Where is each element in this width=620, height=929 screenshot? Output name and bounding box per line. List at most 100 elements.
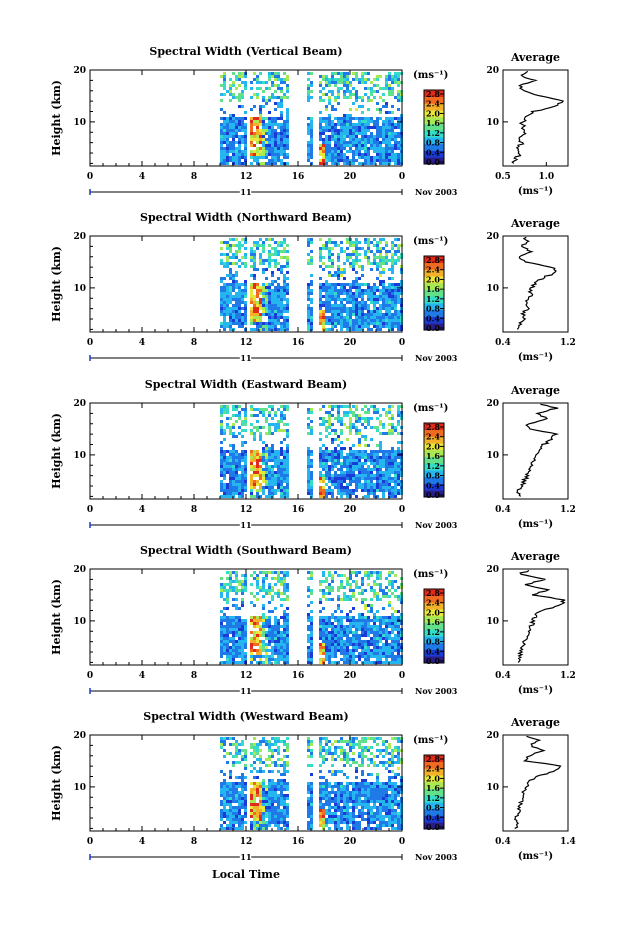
heatmap-cell — [271, 316, 274, 319]
heatmap-cell — [262, 304, 265, 307]
heatmap-cell — [376, 468, 379, 471]
heatmap-cell — [262, 81, 265, 84]
heatmap-cell — [277, 471, 280, 474]
heatmap-cell — [268, 658, 271, 661]
heatmap-cell — [364, 405, 367, 408]
colorbar-tick-label: 2.4 — [426, 265, 440, 275]
heatmap-cell — [229, 622, 232, 625]
heatmap-cell — [277, 592, 280, 595]
heatmap-cell — [391, 325, 394, 328]
heatmap-cell — [226, 812, 229, 815]
heatmap-cell — [328, 286, 331, 289]
heatmap-cell — [223, 159, 226, 162]
y-tick-label: 10 — [73, 617, 86, 627]
heatmap-cell — [232, 120, 235, 123]
heatmap-cell — [355, 72, 358, 75]
heatmap-cell — [250, 292, 253, 295]
heatmap-cell — [220, 628, 223, 631]
heatmap-cell — [256, 643, 259, 646]
heatmap-cell — [271, 84, 274, 87]
heatmap-cell — [328, 120, 331, 123]
heatmap-cell — [349, 625, 352, 628]
heatmap-cell — [385, 75, 388, 78]
heatmap-cell — [271, 304, 274, 307]
heatmap-cell — [238, 144, 241, 147]
heatmap-cell — [394, 75, 397, 78]
heatmap-cell — [391, 622, 394, 625]
heatmap-cell — [277, 589, 280, 592]
heatmap-cell — [340, 634, 343, 637]
heatmap-cell — [229, 429, 232, 432]
heatmap-cell — [241, 649, 244, 652]
average-x-tick-label: 1.0 — [538, 172, 554, 182]
heatmap-cell — [358, 586, 361, 589]
heatmap-cell — [343, 277, 346, 280]
heatmap-cell — [220, 262, 223, 265]
heatmap-cell — [367, 289, 370, 292]
heatmap-cell — [385, 649, 388, 652]
heatmap-cell — [241, 815, 244, 818]
heatmap-cell — [286, 408, 289, 411]
heatmap-cell — [391, 426, 394, 429]
heatmap — [220, 238, 403, 331]
heatmap-cell — [385, 153, 388, 156]
heatmap-cell — [277, 316, 280, 319]
heatmap-cell — [340, 313, 343, 316]
heatmap-cell — [256, 292, 259, 295]
colorbar-tick-label: 1.6 — [426, 451, 440, 461]
heatmap-cell — [283, 135, 286, 138]
heatmap-cell — [229, 250, 232, 253]
heatmap-cell — [235, 483, 238, 486]
heatmap-cell — [385, 87, 388, 90]
heatmap-cell — [241, 150, 244, 153]
heatmap-cell — [379, 280, 382, 283]
heatmap-cell — [361, 468, 364, 471]
heatmap-cell — [397, 247, 400, 250]
heatmap-cell — [244, 141, 247, 144]
heatmap-cell — [391, 256, 394, 259]
heatmap-cell — [262, 147, 265, 150]
heatmap-cell — [388, 480, 391, 483]
heatmap-cell — [250, 806, 253, 809]
heatmap-cell — [394, 477, 397, 480]
heatmap-cell — [343, 132, 346, 135]
heatmap-cell — [268, 456, 271, 459]
heatmap-cell — [283, 150, 286, 153]
heatmap-cell — [268, 459, 271, 462]
heatmap-cell — [265, 141, 268, 144]
heatmap-cell — [346, 613, 349, 616]
heatmap-cell — [226, 619, 229, 622]
heatmap-cell — [331, 480, 334, 483]
heatmap-cell — [382, 99, 385, 102]
heatmap-cell — [280, 646, 283, 649]
heatmap-cell — [280, 571, 283, 574]
heatmap-cell — [307, 123, 310, 126]
heatmap-cell — [259, 259, 262, 262]
heatmap-cell — [310, 313, 313, 316]
heatmap-cell — [232, 322, 235, 325]
heatmap-cell — [226, 259, 229, 262]
heatmap-cell — [283, 492, 286, 495]
heatmap-cell — [253, 794, 256, 797]
heatmap-cell — [370, 141, 373, 144]
heatmap-cell — [370, 310, 373, 313]
heatmap-cell — [262, 313, 265, 316]
average-frame — [502, 235, 569, 333]
heatmap-cell — [253, 474, 256, 477]
heatmap-cell — [250, 592, 253, 595]
heatmap-cell — [280, 658, 283, 661]
heatmap-cell — [235, 743, 238, 746]
heatmap-cell — [376, 265, 379, 268]
heatmap-cell — [268, 601, 271, 604]
heatmap-cell — [235, 821, 238, 824]
heatmap-cell — [229, 794, 232, 797]
heatmap-cell — [361, 99, 364, 102]
heatmap-cell — [226, 156, 229, 159]
heatmap-cell — [346, 640, 349, 643]
heatmap-cell — [238, 477, 241, 480]
heatmap-cell — [244, 776, 247, 779]
heatmap-cell — [337, 468, 340, 471]
heatmap-cell — [250, 414, 253, 417]
heatmap-cell — [238, 761, 241, 764]
heatmap-cell — [388, 301, 391, 304]
